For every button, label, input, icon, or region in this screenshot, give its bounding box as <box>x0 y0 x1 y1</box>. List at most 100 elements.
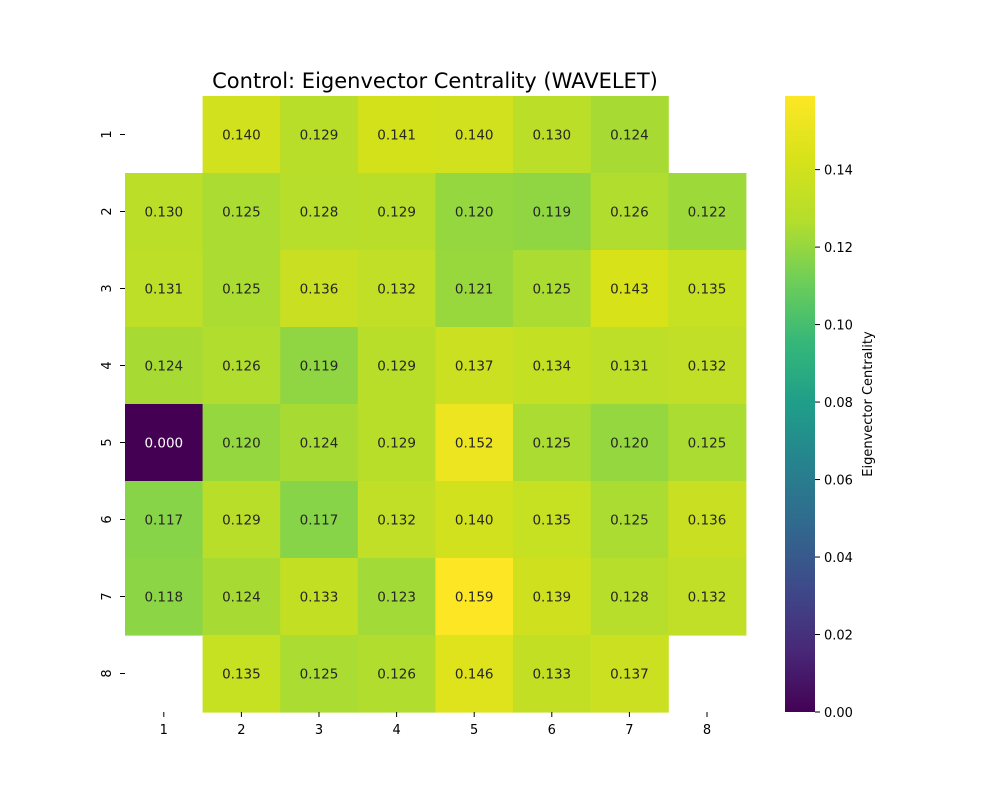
x-axis-ticks: 1 2 3 4 5 6 7 8 <box>160 712 711 738</box>
heatmap-cell <box>280 404 359 482</box>
cell-value-label: 0.132 <box>688 359 727 375</box>
y-tick-label: 4 <box>100 361 115 369</box>
cell-value-label: 0.132 <box>688 590 727 606</box>
cell-value-label: 0.130 <box>532 128 571 144</box>
heatmap-cell <box>590 173 669 251</box>
heatmap-cell <box>280 558 359 636</box>
heatmap-cell <box>513 250 592 328</box>
cell-value-label: 0.129 <box>222 513 261 529</box>
heatmap-cell <box>125 558 204 636</box>
y-tick-label: 5 <box>100 438 115 446</box>
heatmap-cell <box>435 96 514 174</box>
cell-value-label: 0.140 <box>455 513 494 529</box>
x-tick-label: 4 <box>392 723 400 738</box>
cell-value-label: 0.130 <box>144 205 183 221</box>
cell-value-label: 0.134 <box>532 359 571 375</box>
heatmap-cell <box>513 173 592 251</box>
cell-value-label: 0.137 <box>610 667 649 683</box>
cell-value-label: 0.139 <box>532 590 571 606</box>
cell-value-label: 0.125 <box>300 667 339 683</box>
cell-value-label: 0.129 <box>377 436 416 452</box>
heatmap-cell <box>125 250 204 328</box>
heatmap-cell <box>280 173 359 251</box>
cell-value-label: 0.135 <box>222 667 261 683</box>
cell-value-label: 0.132 <box>377 513 416 529</box>
cell-value-label: 0.124 <box>222 590 261 606</box>
colorbar-tick-label: 0.14 <box>824 164 853 179</box>
y-tick-label: 2 <box>100 207 115 215</box>
cell-value-label: 0.135 <box>532 513 571 529</box>
cell-value-label: 0.120 <box>455 205 494 221</box>
cell-value-label: 0.122 <box>688 205 727 221</box>
colorbar: 0.00 0.02 0.04 0.06 0.08 0.10 0.12 0.14 <box>785 96 853 721</box>
heatmap-cell <box>590 96 669 174</box>
heatmap-cell <box>202 558 281 636</box>
heatmap-cell <box>357 481 436 559</box>
heatmap-cell <box>280 250 359 328</box>
cell-value-label: 0.126 <box>222 359 261 375</box>
heatmap-cell <box>125 481 204 559</box>
cell-value-label: 0.131 <box>144 282 183 298</box>
cell-value-label: 0.133 <box>300 590 339 606</box>
heatmap-cell <box>202 250 281 328</box>
cell-value-label: 0.117 <box>144 513 183 529</box>
heatmap-cell <box>435 481 514 559</box>
heatmap-cell <box>357 635 436 713</box>
cell-value-label: 0.146 <box>455 667 494 683</box>
colorbar-tick-label: 0.08 <box>824 396 853 411</box>
colorbar-label: Eigenvector Centrality <box>861 331 876 477</box>
heatmap-cell <box>202 96 281 174</box>
y-tick-label: 1 <box>100 130 115 138</box>
heatmap-cell <box>280 327 359 405</box>
cell-value-label: 0.141 <box>377 128 416 144</box>
heatmap-cell <box>668 558 747 636</box>
x-tick-label: 3 <box>315 723 323 738</box>
heatmap-cell <box>590 635 669 713</box>
heatmap-cell <box>435 173 514 251</box>
x-tick-label: 8 <box>703 723 711 738</box>
colorbar-tick-label: 0.06 <box>824 474 853 489</box>
y-tick-label: 6 <box>100 515 115 523</box>
heatmap-cell <box>280 481 359 559</box>
cell-value-label: 0.121 <box>455 282 494 298</box>
heatmap-cell <box>202 635 281 713</box>
heatmap-cell <box>668 404 747 482</box>
colorbar-tick-label: 0.10 <box>824 319 853 334</box>
heatmap-cell <box>513 404 592 482</box>
heatmap-cell <box>435 250 514 328</box>
cell-value-label: 0.125 <box>532 436 571 452</box>
cell-value-label: 0.125 <box>688 436 727 452</box>
cell-value-label: 0.126 <box>610 205 649 221</box>
cell-value-label: 0.133 <box>532 667 571 683</box>
cell-value-label: 0.124 <box>300 436 339 452</box>
cell-value-label: 0.123 <box>377 590 416 606</box>
x-tick-label: 1 <box>160 723 168 738</box>
y-tick-label: 8 <box>100 669 115 677</box>
heatmap-cell <box>513 481 592 559</box>
heatmap-cell <box>668 173 747 251</box>
cell-value-label: 0.119 <box>532 205 571 221</box>
heatmap-cell <box>435 635 514 713</box>
cell-value-label: 0.137 <box>455 359 494 375</box>
cell-value-label: 0.129 <box>377 359 416 375</box>
cell-value-label: 0.119 <box>300 359 339 375</box>
cell-value-label: 0.120 <box>610 436 649 452</box>
heatmap-cell <box>513 327 592 405</box>
cell-value-label: 0.126 <box>377 667 416 683</box>
cell-value-label: 0.125 <box>222 205 261 221</box>
y-tick-label: 7 <box>100 592 115 600</box>
x-tick-label: 7 <box>625 723 633 738</box>
heatmap-cell <box>280 96 359 174</box>
cell-value-label: 0.120 <box>222 436 261 452</box>
y-axis-ticks: 1 2 3 4 5 6 7 8 <box>100 130 125 678</box>
x-tick-label: 2 <box>237 723 245 738</box>
cell-value-label: 0.128 <box>300 205 339 221</box>
heatmap-cell <box>357 558 436 636</box>
heatmap-cell <box>357 96 436 174</box>
heatmap-cell <box>435 558 514 636</box>
heatmap-cell <box>125 404 204 482</box>
heatmap-cell <box>668 327 747 405</box>
colorbar-tick-label: 0.02 <box>824 629 853 644</box>
cell-value-label: 0.135 <box>688 282 727 298</box>
